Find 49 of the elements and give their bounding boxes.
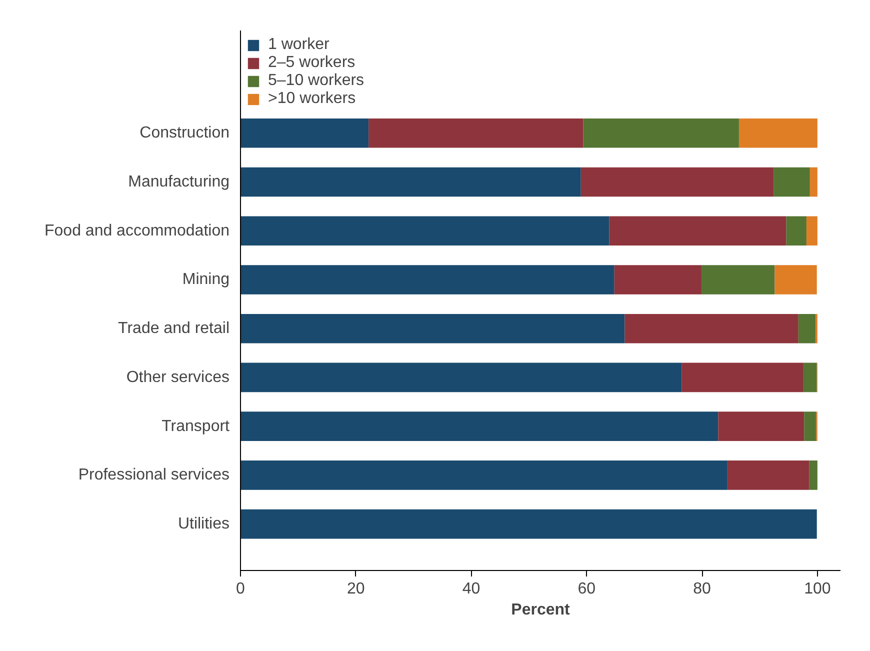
x-tick-label: 0 [236,580,246,598]
y-tick-label: Construction [140,124,230,142]
bar [798,314,816,344]
bar [682,362,803,392]
bar [240,167,581,197]
bar [806,216,818,246]
bar [583,118,739,148]
bar [240,509,817,539]
bar [240,265,614,294]
bar [240,314,625,344]
bar [240,216,610,246]
bar [240,412,718,441]
bar [614,265,702,294]
bar [580,167,774,197]
x-tick-label: 60 [578,580,596,598]
bar [804,412,816,441]
bar [701,265,775,294]
bar [810,167,818,197]
y-tick-label: Mining [182,271,230,288]
y-tick-label: Food and accommodation [44,222,230,240]
bar [240,460,728,490]
y-tick-label: Trade and retail [118,320,230,338]
x-axis-title: Percent [511,602,571,618]
bar [774,265,817,294]
bar [738,118,818,148]
legend-label: >10 workers [268,90,356,108]
bar [624,314,798,344]
bar [774,167,810,197]
bar [786,216,806,246]
bar [240,362,682,392]
bar [240,118,369,148]
legend-label: 1 worker [268,36,330,54]
y-tick-label: Professional services [78,466,230,484]
y-tick-label: Other services [126,368,230,386]
bar [718,412,804,441]
bar [609,216,786,246]
bar [803,362,817,392]
y-tick-label: Utilities [178,516,230,533]
x-tick-label: 40 [462,580,480,598]
x-tick-label: 100 [804,580,831,598]
legend-label: 2–5 workers [268,54,356,72]
legend-label: 5–10 workers [268,72,364,90]
x-tick-label: 20 [346,580,365,598]
y-tick-label: Manufacturing [128,173,230,190]
y-tick-label: Transport [162,418,230,435]
x-tick-label: 80 [693,580,712,598]
bar [368,118,584,148]
bar [809,460,818,490]
bar [727,460,810,490]
